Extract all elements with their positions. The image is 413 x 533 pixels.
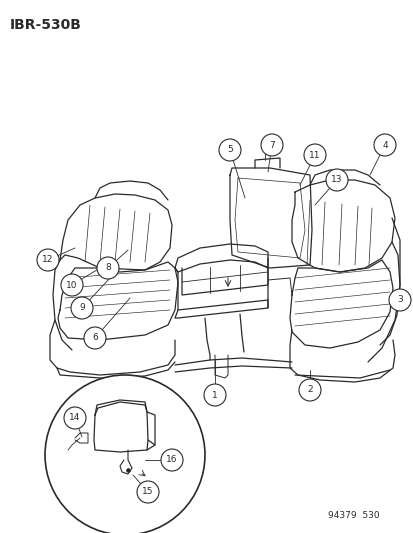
Text: 16: 16 (166, 456, 177, 464)
Text: 15: 15 (142, 488, 153, 497)
Ellipse shape (37, 249, 59, 271)
Text: 14: 14 (69, 414, 81, 423)
Text: 9: 9 (79, 303, 85, 312)
Text: 1: 1 (211, 391, 217, 400)
Text: 8: 8 (105, 263, 111, 272)
Text: 13: 13 (330, 175, 342, 184)
Text: 4: 4 (381, 141, 387, 149)
Ellipse shape (303, 144, 325, 166)
Ellipse shape (71, 297, 93, 319)
Text: IBR-530B: IBR-530B (10, 18, 82, 32)
Text: 3: 3 (396, 295, 402, 304)
Ellipse shape (61, 274, 83, 296)
Text: 6: 6 (92, 334, 97, 343)
Text: 10: 10 (66, 280, 78, 289)
Ellipse shape (388, 289, 410, 311)
Ellipse shape (45, 375, 204, 533)
Ellipse shape (204, 384, 225, 406)
Text: 11: 11 (309, 150, 320, 159)
Text: 5: 5 (227, 146, 232, 155)
Ellipse shape (298, 379, 320, 401)
Text: 2: 2 (306, 385, 312, 394)
Ellipse shape (325, 169, 347, 191)
Text: 94379  530: 94379 530 (328, 511, 379, 520)
Ellipse shape (260, 134, 282, 156)
Ellipse shape (97, 257, 119, 279)
Ellipse shape (137, 481, 159, 503)
Ellipse shape (373, 134, 395, 156)
Ellipse shape (218, 139, 240, 161)
Ellipse shape (64, 407, 86, 429)
Text: 7: 7 (268, 141, 274, 149)
Ellipse shape (84, 327, 106, 349)
Text: 12: 12 (42, 255, 54, 264)
Ellipse shape (161, 449, 183, 471)
